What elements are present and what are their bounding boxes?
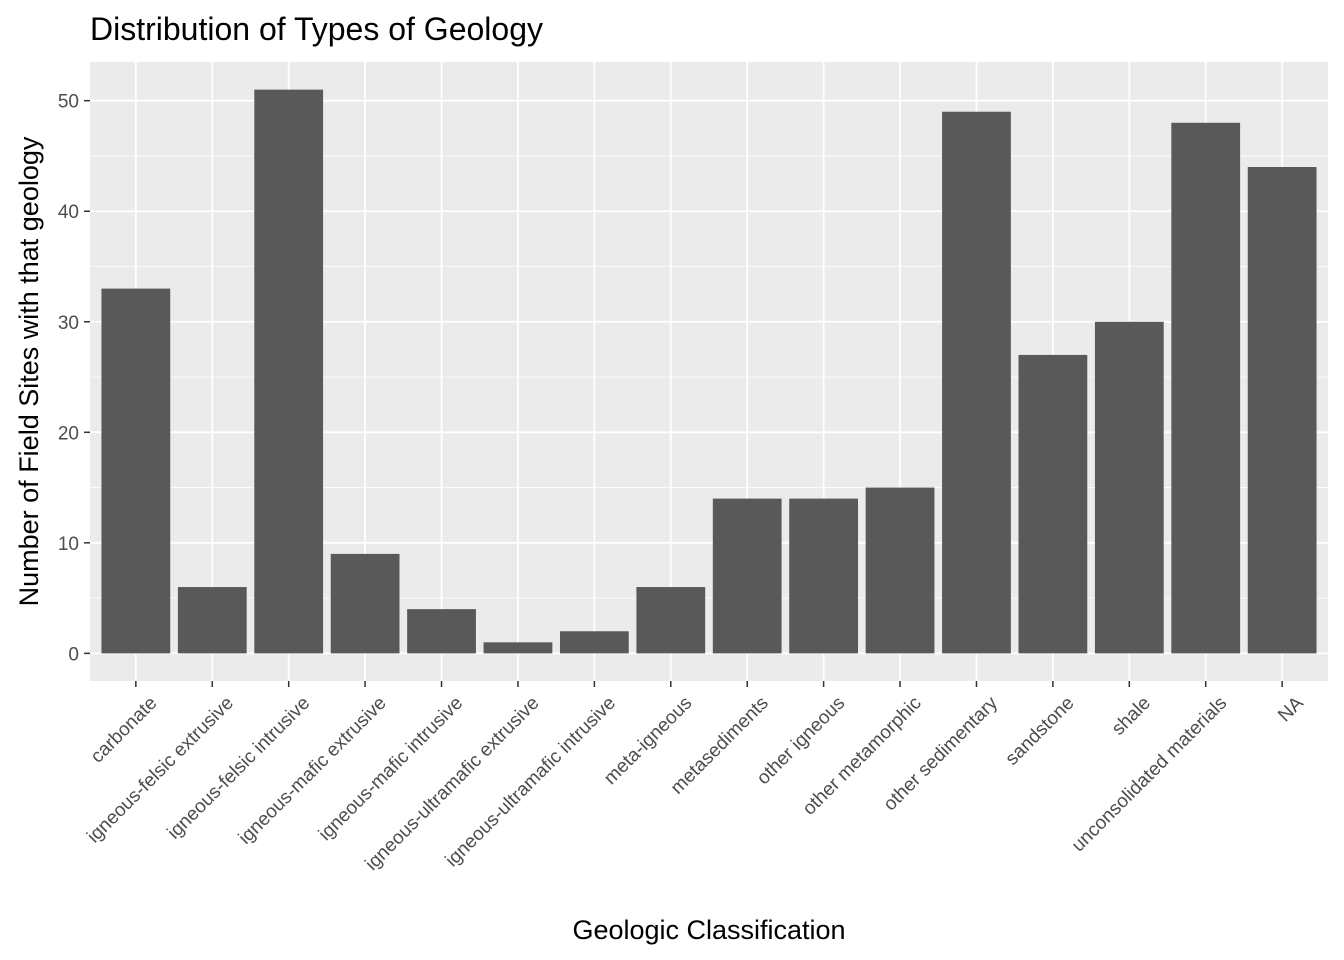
x-axis-title: Geologic Classification (572, 915, 845, 945)
bar (942, 111, 1011, 654)
bar (483, 642, 553, 654)
x-tick-label: sandstone (1002, 693, 1079, 770)
bar (865, 487, 935, 654)
x-tick-label: unconsolidated materials (1068, 693, 1231, 856)
bar (712, 498, 782, 654)
y-axis-title: Number of Field Sites with that geology (14, 136, 44, 606)
x-tick-label: igneous-felsic extrusive (83, 693, 237, 847)
bar (636, 587, 706, 654)
y-tick-label: 0 (68, 644, 79, 665)
x-tick-label: igneous-mafic intrusive (315, 693, 467, 845)
y-tick-label: 40 (58, 202, 79, 223)
bar (1018, 354, 1088, 654)
bar (789, 498, 859, 654)
bar (559, 631, 629, 654)
x-tick-label: carbonate (87, 693, 162, 768)
bar (1247, 167, 1317, 654)
bar (1094, 321, 1164, 654)
bar (254, 89, 324, 654)
y-tick-label: 20 (58, 423, 79, 444)
bars (101, 89, 1317, 654)
y-tick-label: 50 (58, 92, 79, 113)
x-tick-label: igneous-felsic intrusive (164, 693, 315, 844)
x-tick-label: NA (1274, 693, 1308, 727)
bar (330, 553, 400, 654)
chart-title: Distribution of Types of Geology (90, 11, 543, 47)
bar (407, 609, 476, 654)
bar (177, 587, 247, 654)
y-axis-ticks: 0 10 20 30 40 50 (58, 92, 90, 665)
bar (1171, 122, 1241, 654)
y-tick-label: 30 (58, 313, 79, 334)
bar (101, 288, 171, 654)
x-tick-label: igneous-mafic extrusive (235, 693, 391, 849)
x-tick-label: shale (1108, 693, 1155, 740)
y-tick-label: 10 (58, 534, 79, 555)
